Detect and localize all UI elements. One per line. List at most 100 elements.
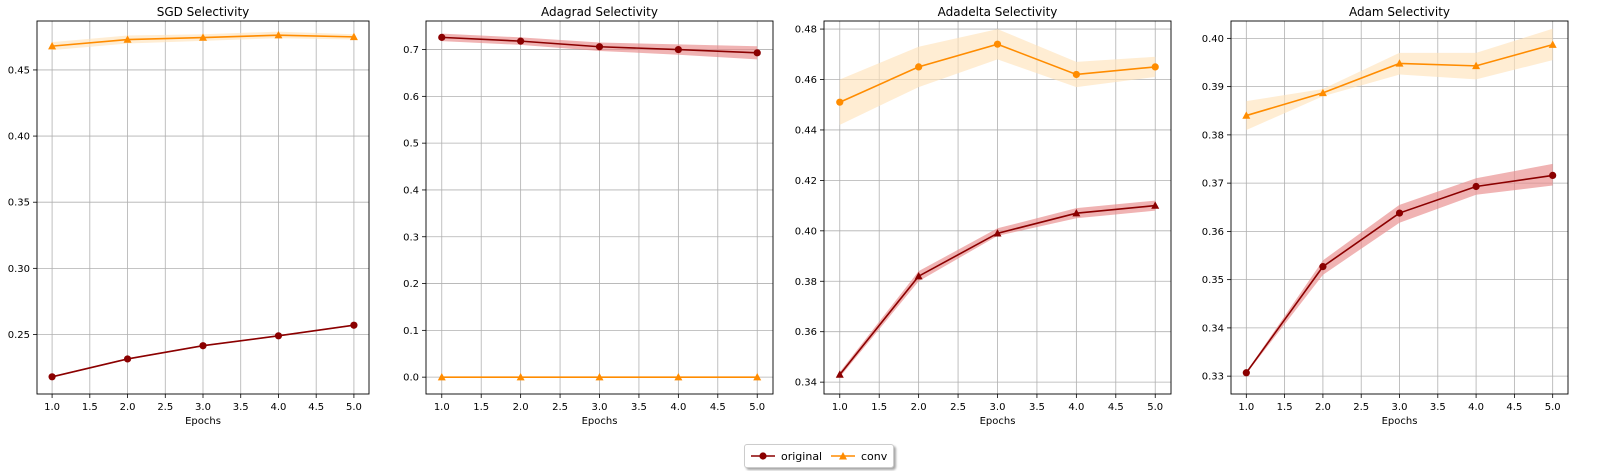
- legend-label-original: original: [781, 449, 823, 463]
- y-tick-label: 0.40: [795, 226, 817, 237]
- x-tick-label: 1.5: [82, 402, 98, 413]
- x-tick-label: 4.5: [710, 402, 726, 413]
- x-tick-label: 3.0: [592, 402, 608, 413]
- data-point-conv: [199, 33, 207, 41]
- y-tick-label: 0.5: [403, 139, 419, 150]
- axes-frame: [425, 20, 774, 395]
- y-tick-label: 0.35: [1202, 275, 1224, 286]
- x-axis-label: Epochs: [980, 416, 1016, 427]
- y-tick-label: 0.34: [1202, 323, 1224, 334]
- x-tick-label: 3.5: [631, 402, 647, 413]
- y-tick-label: 0.45: [8, 65, 30, 76]
- y-tick-label: 0.6: [403, 92, 419, 103]
- data-point-original: [753, 49, 761, 57]
- x-tick-label: 2.0: [911, 402, 927, 413]
- data-point-original: [1072, 208, 1081, 217]
- x-tick-label: 1.0: [44, 402, 60, 413]
- x-tick-label: 1.0: [832, 402, 848, 413]
- data-point-original: [274, 332, 283, 340]
- y-tick-label: 0.33: [1202, 372, 1224, 383]
- x-tick-label: 4.5: [1506, 402, 1522, 413]
- y-tick-label: 0.1: [403, 326, 419, 337]
- data-point-original: [914, 272, 923, 280]
- y-tick-label: 0.4: [403, 185, 419, 196]
- data-point-original: [993, 229, 1002, 237]
- data-point-conv: [1072, 70, 1080, 79]
- x-tick-label: 3.0: [990, 402, 1006, 413]
- data-point-original: [350, 321, 358, 329]
- data-point-conv: [993, 40, 1002, 48]
- data-point-conv: [437, 372, 446, 381]
- x-tick-label: 4.0: [1068, 402, 1084, 413]
- data-point-conv: [1151, 63, 1159, 71]
- legend-label-conv: conv: [861, 449, 888, 463]
- data-point-original: [595, 43, 604, 51]
- x-tick-label: 5.0: [1147, 402, 1163, 413]
- data-point-original: [517, 37, 525, 45]
- chart-title: Adadelta Selectivity: [938, 5, 1058, 19]
- x-tick-label: 2.5: [1353, 402, 1369, 413]
- data-point-original: [1319, 263, 1327, 271]
- data-point-conv: [516, 372, 525, 381]
- y-tick-label: 0.38: [795, 277, 817, 288]
- y-tick-label: 0.40: [1202, 34, 1224, 45]
- x-axis-label: Epochs: [1382, 416, 1418, 427]
- y-tick-label: 0.35: [8, 198, 30, 209]
- data-point-conv: [595, 372, 604, 381]
- y-tick-label: 0.30: [8, 264, 30, 275]
- y-tick-label: 0.40: [8, 132, 30, 143]
- x-tick-label: 4.5: [308, 402, 324, 413]
- chart-panel-2: 1.0 1.5 2.0 2.5 3.0 3.5 4.0 4.5 5.0 0.0 0.1 0.2 0.3 0…: [403, 5, 774, 427]
- axes-frame: [36, 20, 370, 395]
- x-tick-label: 4.0: [670, 402, 686, 413]
- data-point-original: [1549, 171, 1557, 180]
- x-tick-label: 3.0: [195, 402, 211, 413]
- data-point-conv: [349, 32, 358, 41]
- y-tick-label: 0.36: [795, 327, 817, 338]
- band-original: [1246, 163, 1553, 374]
- x-tick-label: 1.5: [871, 402, 887, 413]
- data-point-original: [1151, 201, 1160, 209]
- band-conv: [1246, 28, 1553, 131]
- data-point-conv: [1242, 111, 1251, 119]
- x-tick-label: 3.5: [233, 402, 249, 413]
- x-tick-label: 5.0: [1545, 402, 1561, 413]
- chart-title: SGD Selectivity: [157, 5, 250, 19]
- data-point-conv: [674, 372, 683, 381]
- data-point-conv: [274, 30, 283, 39]
- chart-panel-1: 1.0 1.5 2.0 2.5 3.0 3.5 4.0 4.5 5.0 0.25 0.30 0.35 0…: [8, 5, 370, 427]
- x-tick-label: 5.0: [749, 402, 765, 413]
- x-tick-label: 2.5: [950, 402, 966, 413]
- y-tick-label: 0.37: [1202, 179, 1224, 190]
- legend-marker-conv: [831, 452, 855, 460]
- x-tick-label: 4.0: [1468, 402, 1484, 413]
- y-tick-label: 0.38: [1202, 130, 1224, 141]
- x-tick-label: 2.5: [552, 402, 568, 413]
- data-point-original: [1472, 182, 1480, 191]
- x-axis-label: Epochs: [185, 416, 221, 427]
- data-point-conv: [915, 63, 923, 71]
- y-tick-label: 0.44: [795, 125, 817, 136]
- data-point-original: [1242, 369, 1250, 377]
- data-point-conv: [48, 41, 57, 50]
- x-tick-label: 1.5: [1277, 402, 1293, 413]
- x-tick-label: 3.0: [1392, 402, 1408, 413]
- chart-panel-4: 1.0 1.5 2.0 2.5 3.0 3.5 4.0 4.5 5.0 0.33 0.34 0.35 0…: [1202, 5, 1569, 427]
- x-tick-label: 5.0: [346, 402, 362, 413]
- data-point-conv: [753, 372, 762, 381]
- axes-frame: [823, 20, 1172, 395]
- band-conv: [839, 29, 1156, 125]
- x-tick-label: 3.5: [1029, 402, 1045, 413]
- y-tick-label: 0.2: [403, 279, 419, 290]
- x-tick-label: 2.0: [120, 402, 136, 413]
- data-point-original: [438, 33, 446, 41]
- chart-title: Adam Selectivity: [1349, 5, 1450, 19]
- data-point-original: [674, 45, 682, 54]
- data-point-original: [835, 370, 844, 378]
- data-point-original: [1395, 209, 1404, 217]
- x-tick-label: 3.5: [1430, 402, 1446, 413]
- axes-frame: [1230, 20, 1569, 395]
- legend-entry-original: original: [751, 448, 822, 464]
- y-tick-label: 0.42: [795, 176, 817, 187]
- x-axis-label: Epochs: [582, 416, 618, 427]
